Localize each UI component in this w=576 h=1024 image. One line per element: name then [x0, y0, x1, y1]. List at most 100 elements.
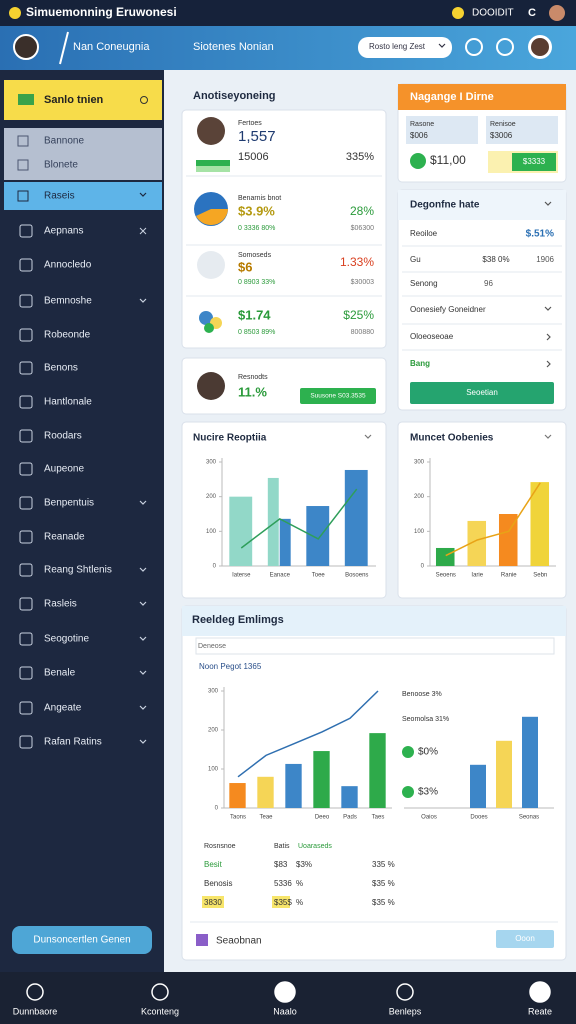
divider: [59, 31, 69, 65]
label: $.51%: [526, 229, 554, 240]
sidebar-active[interactable]: [4, 182, 162, 210]
nav-icon: [19, 294, 33, 308]
label: $38 0%: [482, 255, 509, 264]
icon-button[interactable]: [465, 38, 483, 56]
label: 0 8503 89%: [238, 329, 275, 336]
nav-icon[interactable]: [529, 981, 551, 1003]
chevron: [544, 306, 552, 311]
table-cell: Benosis: [204, 879, 232, 888]
nav-icon: [19, 224, 33, 238]
header-bar: [0, 26, 576, 70]
table-cell: %: [296, 898, 303, 907]
nav-icon: [19, 395, 33, 409]
label: $6: [238, 259, 252, 274]
highlight: [202, 896, 224, 908]
y-tick-label: 300: [208, 689, 219, 695]
nav-icon[interactable]: [396, 983, 414, 1001]
nav-item: Benons: [44, 363, 78, 374]
search-box[interactable]: [358, 37, 452, 58]
nav-icon: [19, 597, 33, 611]
profile-button[interactable]: [300, 388, 376, 404]
label: 28%: [350, 204, 374, 218]
icon: [197, 251, 225, 279]
label: $30003: [351, 279, 374, 286]
nav-icon: [19, 701, 33, 715]
table-cell: 5336: [274, 879, 292, 888]
label: Benoose 3%: [402, 691, 442, 698]
nav-item: Benale: [44, 668, 76, 679]
details-card: [397, 189, 567, 411]
y-tick-label: 0: [215, 806, 219, 812]
details-button[interactable]: [410, 382, 554, 404]
nav-icon: [19, 735, 33, 749]
label: $006: [410, 131, 428, 140]
avatar: [197, 372, 225, 400]
chevron: [139, 601, 147, 606]
avatar[interactable]: [549, 5, 565, 21]
pie-icon: [196, 209, 228, 226]
button-label: Ooon: [515, 934, 535, 943]
x-tick-label: Taons: [230, 815, 246, 821]
decor: [196, 166, 230, 172]
x-tick-label: Eanace: [270, 573, 291, 579]
icon: [17, 190, 29, 202]
nav-icon: [19, 361, 33, 375]
bar: [313, 751, 330, 808]
bar: [267, 477, 279, 566]
nav-icon: [19, 666, 33, 680]
chevron: [546, 333, 551, 341]
x-tick-label: Oaios: [421, 815, 437, 821]
x-tick-label: Teae: [259, 815, 273, 821]
table-cell: $35$: [274, 898, 292, 907]
x-tick-label: Sebn: [533, 573, 547, 579]
summary-button[interactable]: [512, 153, 556, 171]
table-header: Batis: [274, 843, 290, 850]
table-cell: %: [296, 879, 303, 888]
chevron: [139, 500, 147, 505]
line: [445, 482, 541, 557]
bar: [285, 763, 302, 808]
nav-item: Bemnoshe: [44, 296, 92, 307]
table-cell: 335 %: [372, 860, 395, 869]
check-icon: [402, 786, 414, 798]
report-header: [182, 606, 566, 636]
link: Oloeoseoae: [410, 332, 454, 341]
nav-label: Naalo: [273, 1006, 297, 1016]
icon: [17, 135, 29, 147]
nav-icon[interactable]: [26, 983, 44, 1001]
x-tick-label: Iarie: [471, 573, 483, 579]
report-search[interactable]: [195, 637, 555, 655]
nav-item: Aepnans: [44, 226, 83, 237]
nav-item: Robeonde: [44, 330, 91, 341]
nav-item: Reang Shtlenis: [44, 565, 112, 576]
label: Rasone: [410, 121, 434, 128]
nav-icon[interactable]: [274, 981, 296, 1003]
avatar[interactable]: [13, 34, 39, 60]
x-tick-label: Toee: [312, 573, 326, 579]
button-label: Dunsoncertlen Genen: [33, 935, 130, 946]
activity-card: [181, 109, 387, 349]
sidebar-button[interactable]: [12, 926, 152, 954]
table-cell: $35 %: [372, 898, 395, 907]
bar: [341, 786, 358, 808]
label: Nan Coneugnia: [73, 41, 150, 53]
label: C: [528, 7, 536, 19]
label: 800880: [351, 329, 374, 336]
nav-icon[interactable]: [151, 983, 169, 1001]
icon-button[interactable]: [496, 38, 514, 56]
chevron: [139, 192, 147, 197]
label: $3.9%: [238, 203, 275, 218]
label: Fertoes: [238, 120, 262, 127]
icon: [140, 96, 148, 104]
label: Renisoe: [490, 121, 516, 128]
bar: [344, 469, 368, 566]
highlight: [272, 896, 290, 908]
y-tick-label: 300: [206, 460, 217, 466]
label: $3%: [418, 787, 438, 798]
avatar: [531, 38, 549, 56]
report-button[interactable]: [496, 930, 554, 948]
label: $3006: [490, 131, 513, 140]
icon: [204, 323, 214, 333]
